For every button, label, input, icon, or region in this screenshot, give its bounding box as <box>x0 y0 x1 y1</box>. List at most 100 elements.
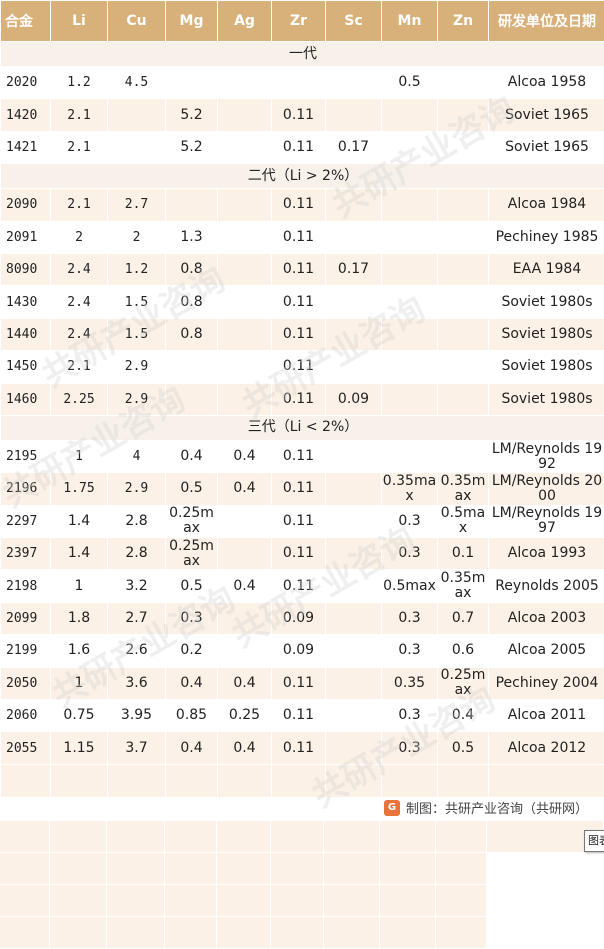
table-body: 一代 2020 1.2 4.5 0.5 Alcoa 1958 1420 2.1 5.2 0.11 S… <box>1 42 604 797</box>
cell-Zn <box>438 318 488 351</box>
empty-cell <box>0 917 49 948</box>
cell-Zn <box>438 221 488 253</box>
table-row: 2198 1 3.2 0.5 0.4 0.11 0.5max 0.35max Reynolds … <box>1 570 604 602</box>
cell-Mn: 0.35max <box>382 473 437 505</box>
generation-row: 三代（Li < 2%） <box>1 415 604 440</box>
column-header: Zn <box>438 1 488 41</box>
cell-Cu: 4.5 <box>108 67 165 99</box>
cell-Cu: 1.2 <box>108 253 165 286</box>
cell-Sc <box>326 667 381 700</box>
cell-Zr: 0.11 <box>272 505 325 538</box>
cell-Li: 2.1 <box>51 351 107 383</box>
cell-Li: 2.1 <box>51 189 107 221</box>
empty-row <box>0 821 604 853</box>
cell-Ag <box>218 351 271 383</box>
tooltip: 图表 <box>584 830 604 852</box>
column-header: Ag <box>218 1 271 41</box>
cell-Zr: 0.11 <box>272 570 325 602</box>
empty-cell <box>49 885 106 916</box>
empty-cell <box>166 764 217 797</box>
cell-Mg: 0.3 <box>166 602 217 635</box>
cell-Ag: 0.4 <box>218 570 271 602</box>
cell-合金: 1430 <box>1 286 50 318</box>
cell-Ag: 0.4 <box>218 473 271 505</box>
cell-Ag: 0.4 <box>218 440 271 473</box>
cell-Mn: 0.35 <box>382 667 437 700</box>
cell-Sc <box>326 189 381 221</box>
cell-合金: 2397 <box>1 538 50 570</box>
cell-Li: 1.15 <box>51 732 107 764</box>
cell-Mg: 0.85 <box>166 700 217 732</box>
column-header: Li <box>51 1 107 41</box>
cell-Zr: 0.11 <box>272 538 325 570</box>
cell-Zn <box>438 253 488 286</box>
column-header: Mn <box>382 1 437 41</box>
table-row: 2091 2 2 1.3 0.11 Pechiney 1985 <box>1 221 604 253</box>
cell-Ag: 0.4 <box>218 667 271 700</box>
generation-label: 二代（Li > 2%） <box>1 164 604 189</box>
table-row: 2060 0.75 3.95 0.85 0.25 0.11 0.3 0.4 Alcoa 2011 <box>1 700 604 732</box>
cell-研发单位及日期: Alcoa 1984 <box>489 189 604 221</box>
cell-Cu: 2.9 <box>108 383 165 415</box>
table-row: 1450 2.1 2.9 0.11 Soviet 1980s <box>1 351 604 383</box>
cell-Mg: 0.25max <box>166 538 217 570</box>
cell-Mn: 0.3 <box>382 505 437 538</box>
cell-Cu: 3.95 <box>108 700 165 732</box>
cell-Mn <box>382 318 437 351</box>
cell-Mn <box>382 221 437 253</box>
cell-Mn <box>382 440 437 473</box>
cell-Mg: 1.3 <box>166 221 217 253</box>
cell-Zn: 0.7 <box>438 602 488 635</box>
cell-Mg: 0.4 <box>166 667 217 700</box>
cell-Cu: 2.7 <box>108 189 165 221</box>
cell-Zr: 0.11 <box>272 131 325 164</box>
cell-合金: 2297 <box>1 505 50 538</box>
cell-研发单位及日期: Pechiney 2004 <box>489 667 604 700</box>
cell-Cu: 1.5 <box>108 318 165 351</box>
table-row: 2397 1.4 2.8 0.25max 0.11 0.3 0.1 Alcoa 1993 <box>1 538 604 570</box>
cell-Mn <box>382 99 437 131</box>
cell-Zn: 0.35max <box>438 570 488 602</box>
empty-cell <box>49 917 106 948</box>
cell-Zr: 0.11 <box>272 189 325 221</box>
table-row: 1430 2.4 1.5 0.8 0.11 Soviet 1980s <box>1 286 604 318</box>
column-header: Zr <box>272 1 325 41</box>
table-row: 2099 1.8 2.7 0.3 0.09 0.3 0.7 Alcoa 2003 <box>1 602 604 635</box>
cell-Ag <box>218 67 271 99</box>
cell-Cu: 2.8 <box>108 505 165 538</box>
cell-Ag <box>218 318 271 351</box>
cell-Cu: 2.9 <box>108 351 165 383</box>
cell-研发单位及日期: Alcoa 2005 <box>489 635 604 667</box>
cell-Cu: 3.6 <box>108 667 165 700</box>
empty-row <box>0 917 604 949</box>
cell-合金: 2091 <box>1 221 50 253</box>
cell-Sc <box>326 221 381 253</box>
cell-Zn: 0.25max <box>438 667 488 700</box>
empty-cell <box>216 917 270 948</box>
cell-Ag <box>218 189 271 221</box>
cell-Mg <box>166 383 217 415</box>
cell-合金: 2195 <box>1 440 50 473</box>
column-header: 研发单位及日期 <box>489 1 604 41</box>
cell-Li: 1.2 <box>51 67 107 99</box>
cell-合金: 2060 <box>1 700 50 732</box>
table-row: 1460 2.25 2.9 0.11 0.09 Soviet 1980s <box>1 383 604 415</box>
empty-cell <box>324 821 380 852</box>
cell-Sc <box>326 473 381 505</box>
cell-Mg: 0.5 <box>166 473 217 505</box>
cell-Zn: 0.6 <box>438 635 488 667</box>
cell-Mn <box>382 189 437 221</box>
empty-cell <box>324 917 380 948</box>
cell-Sc <box>326 286 381 318</box>
empty-cell <box>164 885 216 916</box>
cell-Li: 2.25 <box>51 383 107 415</box>
cell-Mg: 0.8 <box>166 286 217 318</box>
empty-cell <box>380 917 436 948</box>
cell-Li: 1.4 <box>51 538 107 570</box>
cell-Sc <box>326 505 381 538</box>
cell-Cu: 1.5 <box>108 286 165 318</box>
cell-Sc <box>326 570 381 602</box>
cell-Zn <box>438 383 488 415</box>
empty-cell <box>438 764 488 797</box>
cell-Zr: 0.11 <box>272 286 325 318</box>
